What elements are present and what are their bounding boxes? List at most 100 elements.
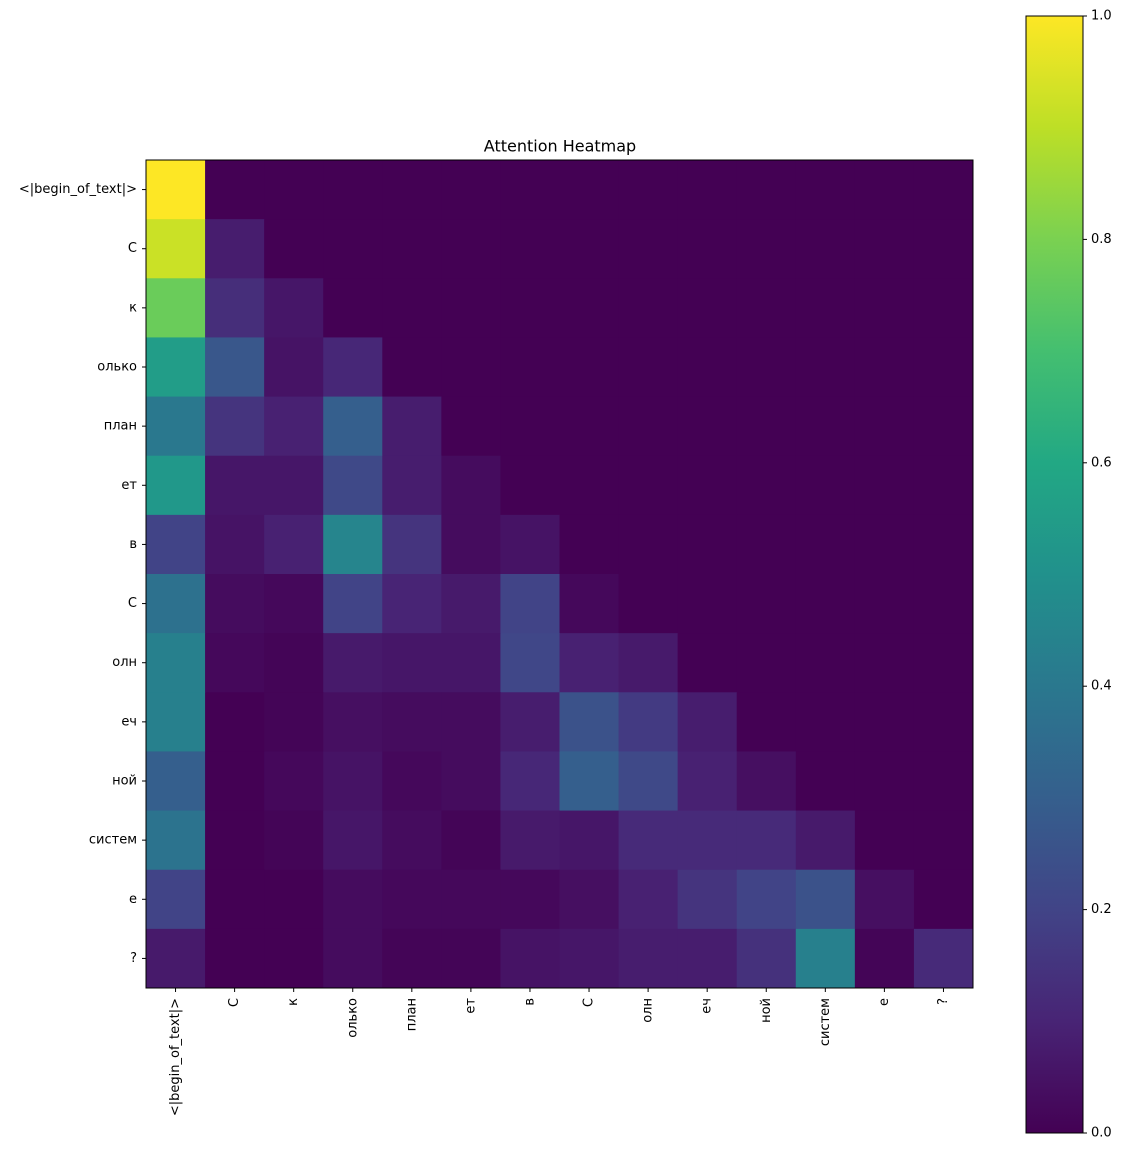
y-tick-label: е <box>129 892 137 907</box>
heatmap-cell <box>677 928 738 989</box>
heatmap-cell <box>736 514 797 575</box>
heatmap-cell <box>559 810 620 871</box>
heatmap-cell <box>736 869 797 930</box>
heatmap-cell <box>854 928 915 989</box>
heatmap-cell <box>559 514 620 575</box>
heatmap-cell <box>264 455 324 516</box>
heatmap-cell <box>854 337 915 398</box>
heatmap-cell <box>559 692 620 752</box>
heatmap-cell <box>205 514 265 575</box>
heatmap-cell <box>795 751 856 812</box>
heatmap-cell <box>500 278 560 338</box>
x-tick-label: план <box>404 998 419 1031</box>
y-tick-label: С <box>128 241 137 256</box>
heatmap-cell <box>913 396 974 457</box>
heatmap-cell <box>854 574 915 634</box>
heatmap-cell <box>677 396 738 457</box>
heatmap-cell <box>441 219 501 279</box>
heatmap-cell <box>677 692 738 752</box>
heatmap-cell <box>382 869 442 930</box>
y-tick-label: олн <box>112 655 137 670</box>
heatmap-cell <box>913 278 974 338</box>
heatmap-cell <box>559 160 620 220</box>
heatmap-cell <box>913 928 974 989</box>
colorbar-tick-label: 0.0 <box>1091 1126 1112 1141</box>
heatmap-cell <box>382 810 442 871</box>
heatmap-cell <box>205 219 265 279</box>
heatmap-cell <box>441 633 501 693</box>
heatmap-cell <box>323 396 383 457</box>
heatmap-cell <box>441 810 501 871</box>
heatmap-cell <box>913 455 974 516</box>
heatmap-cell <box>264 810 324 871</box>
heatmap-cell <box>913 810 974 871</box>
heatmap-cell <box>205 928 265 989</box>
heatmap-cell <box>382 574 442 634</box>
heatmap-cell <box>559 396 620 457</box>
heatmap-cell <box>146 751 206 812</box>
heatmap-cell <box>618 751 679 812</box>
x-tick-label: е <box>877 998 892 1006</box>
heatmap-cell <box>854 633 915 693</box>
x-tick-label: к <box>286 998 301 1006</box>
heatmap-cell <box>146 160 206 220</box>
heatmap-cell <box>146 869 206 930</box>
y-tick-label: план <box>104 419 137 434</box>
heatmap-cell <box>795 514 856 575</box>
heatmap-cell <box>382 514 442 575</box>
heatmap-cell <box>441 337 501 398</box>
heatmap-cell <box>559 928 620 989</box>
y-tick-label: к <box>129 300 137 315</box>
heatmap-cell <box>618 574 679 634</box>
x-tick-label: систем <box>818 998 833 1046</box>
heatmap-cell <box>854 869 915 930</box>
heatmap-cell <box>618 337 679 398</box>
heatmap-cell <box>323 514 383 575</box>
heatmap-cell <box>323 278 383 338</box>
colorbar-tick-label: 0.6 <box>1091 455 1112 470</box>
heatmap-cell <box>559 574 620 634</box>
heatmap-cell <box>677 751 738 812</box>
heatmap-cell <box>441 692 501 752</box>
heatmap-cell <box>205 633 265 693</box>
heatmap-cell <box>382 633 442 693</box>
heatmap-cell <box>618 810 679 871</box>
heatmap-cell <box>854 219 915 279</box>
heatmap-cell <box>205 692 265 752</box>
x-tick-label: ? <box>936 998 951 1005</box>
heatmap-cell <box>500 751 560 812</box>
heatmap-cell <box>382 337 442 398</box>
heatmap-cell <box>441 869 501 930</box>
heatmap-cell <box>736 574 797 634</box>
x-tick-label: <|begin_of_text|> <box>168 998 183 1116</box>
y-tick-label: ет <box>121 478 137 493</box>
heatmap-cell <box>264 633 324 693</box>
heatmap-cell <box>854 692 915 752</box>
heatmap-cell <box>677 337 738 398</box>
colorbar-tick-label: 0.2 <box>1091 902 1112 917</box>
heatmap-cell <box>323 574 383 634</box>
heatmap-cell <box>677 574 738 634</box>
heatmap-cell <box>559 751 620 812</box>
heatmap-cell <box>205 869 265 930</box>
heatmap-cell <box>382 396 442 457</box>
heatmap-cell <box>618 278 679 338</box>
heatmap-cell <box>382 455 442 516</box>
heatmap-cell <box>441 455 501 516</box>
heatmap-cell <box>736 928 797 989</box>
heatmap-cell <box>618 455 679 516</box>
heatmap-cell <box>323 455 383 516</box>
heatmap-cell <box>795 160 856 220</box>
heatmap-cell <box>618 692 679 752</box>
x-tick-label: в <box>522 998 537 1006</box>
heatmap-cell <box>500 692 560 752</box>
heatmap-cell <box>382 219 442 279</box>
heatmap-cell <box>264 751 324 812</box>
heatmap-cell <box>264 928 324 989</box>
colorbar-tick-label: 0.8 <box>1091 232 1112 247</box>
y-tick-label: олько <box>97 360 137 375</box>
heatmap-cell <box>205 455 265 516</box>
heatmap-cell <box>146 278 206 338</box>
y-tick-label: еч <box>121 714 137 729</box>
heatmap-cell <box>146 219 206 279</box>
